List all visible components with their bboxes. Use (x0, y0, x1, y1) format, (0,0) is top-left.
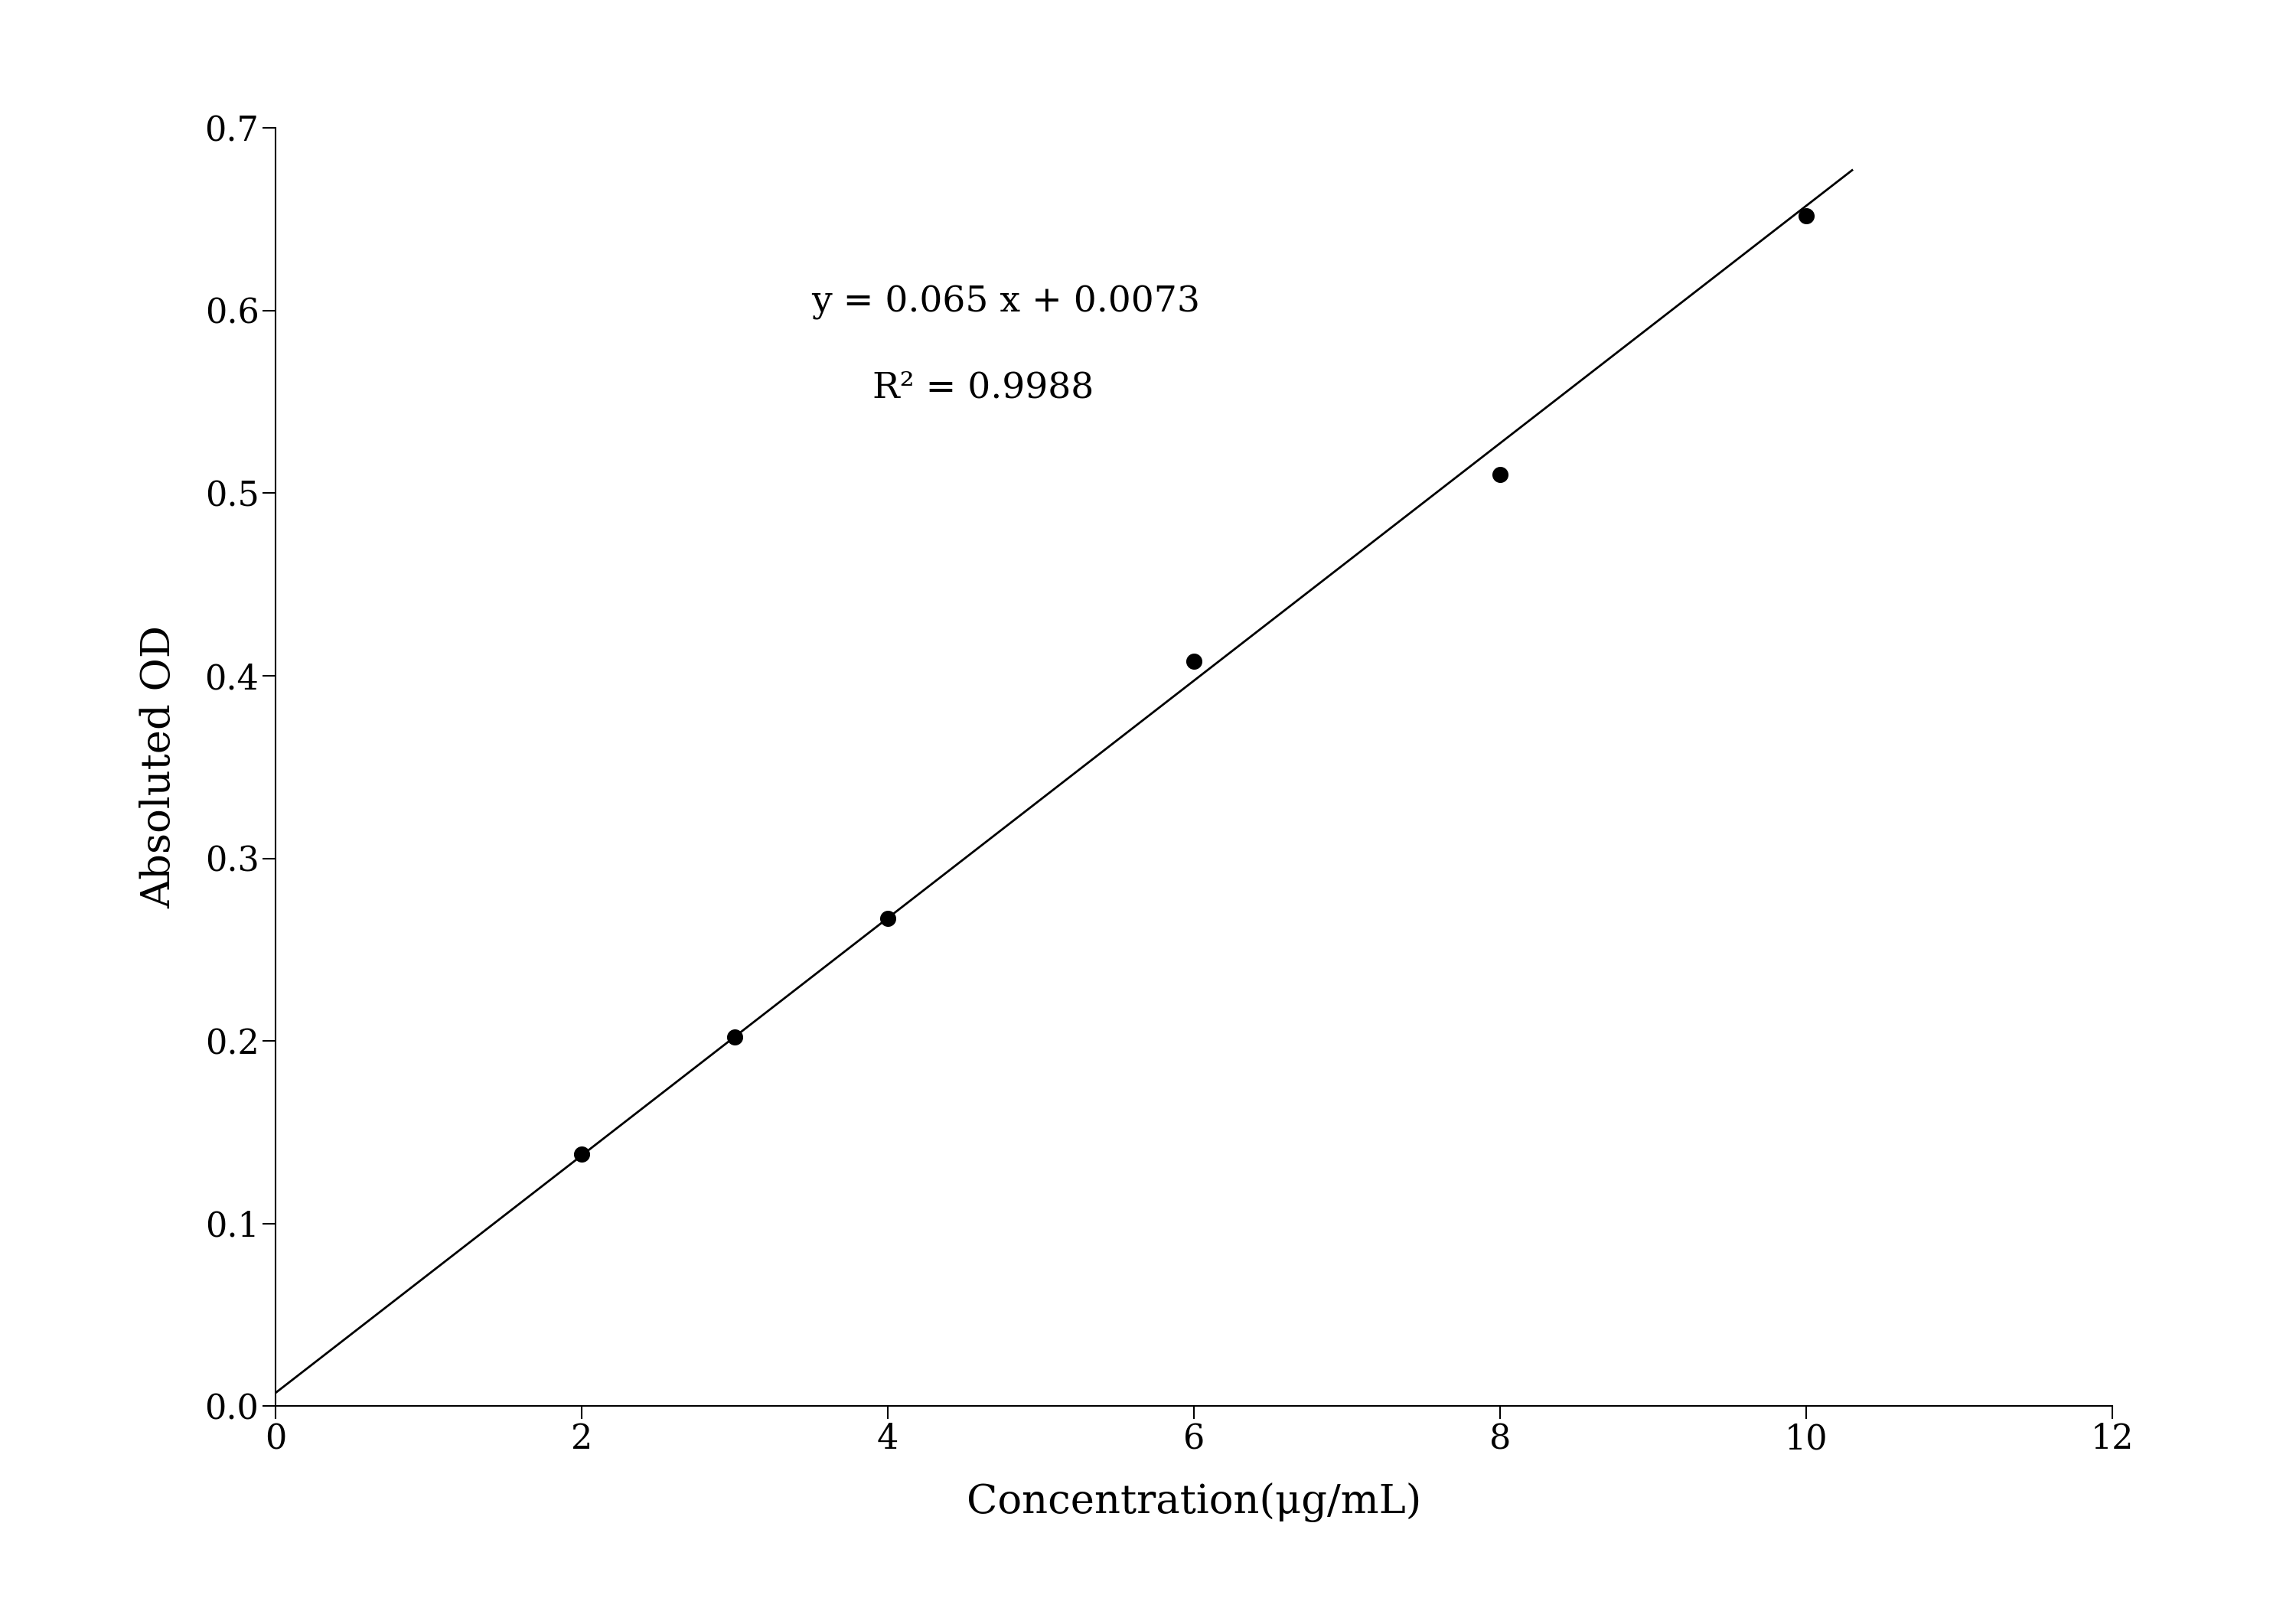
Point (1789, 203, 1825, 229)
X-axis label: Concentration(μg/mL): Concentration(μg/mL) (967, 1483, 1421, 1521)
Text: R² = 0.9988: R² = 0.9988 (872, 371, 1093, 406)
Point (716, 1024, 753, 1050)
Point (563, 1141, 599, 1167)
Text: y = 0.065 x + 0.0073: y = 0.065 x + 0.0073 (810, 284, 1201, 320)
Point (1176, 649, 1212, 674)
Point (1481, 462, 1518, 487)
Y-axis label: Absoluted OD: Absoluted OD (140, 625, 179, 909)
Point (870, 906, 907, 932)
